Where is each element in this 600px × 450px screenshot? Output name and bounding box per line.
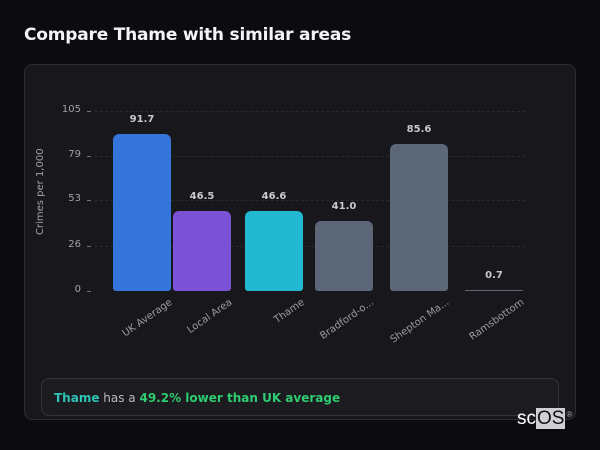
bar-value-label: 85.6 <box>406 124 432 136</box>
bar-value-label: 0.7 <box>485 269 503 281</box>
y-tick-label: 105 <box>61 104 81 115</box>
summary-comparison: 49.2% lower than UK average <box>139 391 341 405</box>
bar-value-label: 46.6 <box>261 191 287 203</box>
x-tick-label: UK Average <box>120 297 175 340</box>
y-tick-mark <box>87 200 91 202</box>
x-tick-label: Shepton Ma... <box>388 297 452 346</box>
x-tick-label: Local Area <box>185 297 235 336</box>
summary-area: Thame <box>54 391 100 405</box>
y-tick-label: 79 <box>68 148 81 160</box>
y-tick-mark <box>87 291 91 292</box>
y-tick-label: 0 <box>74 284 81 295</box>
bar-local-area[interactable] <box>173 211 231 291</box>
grid-line <box>95 111 525 112</box>
scos-logo: scOS ® <box>517 408 573 429</box>
y-tick-mark <box>87 111 91 112</box>
y-tick-label: 26 <box>68 239 81 251</box>
y-tick-mark <box>87 155 91 157</box>
page-title: Compare Thame with similar areas <box>24 25 352 45</box>
grid-line <box>95 246 525 248</box>
bar-bradford-o[interactable] <box>315 220 373 291</box>
x-tick-label: Thame <box>271 297 307 326</box>
y-tick-label: 53 <box>68 193 81 205</box>
bar-value-label: 46.5 <box>189 191 215 203</box>
bar-chart: Crimes per 1,000 105 79 53 26 0 91.7 UK Averag… <box>25 65 577 375</box>
x-tick-label: Bradford-o... <box>318 297 377 342</box>
bar-thame[interactable] <box>245 211 303 291</box>
y-tick-mark <box>87 246 91 248</box>
grid-line <box>95 200 525 202</box>
x-tick-label: Ramsbottom <box>467 297 527 343</box>
bar-value-label: 41.0 <box>331 200 357 212</box>
summary-box: Thame has a 49.2% lower than UK average <box>41 378 559 416</box>
y-axis-label: Crimes per 1,000 <box>35 148 46 235</box>
grid-line <box>95 155 525 157</box>
bar-uk-average[interactable] <box>113 133 171 291</box>
chart-card: Crimes per 1,000 105 79 53 26 0 91.7 UK Averag… <box>24 64 576 420</box>
bar-ramsbottom[interactable] <box>465 289 523 291</box>
bar-shepton-ma[interactable] <box>390 144 448 291</box>
summary-connector: has a <box>99 391 140 405</box>
bar-value-label: 91.7 <box>129 113 155 125</box>
